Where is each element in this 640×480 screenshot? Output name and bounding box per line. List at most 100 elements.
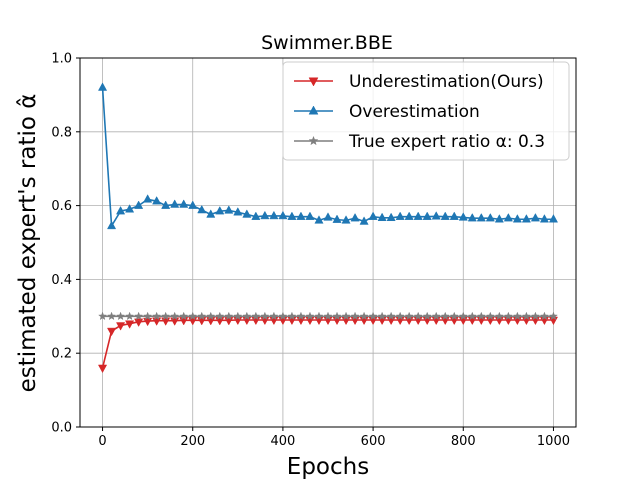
data-point: [305, 211, 315, 220]
data-point: [368, 311, 378, 321]
data-point: [440, 211, 450, 220]
data-point: [350, 311, 360, 321]
data-point: [152, 196, 162, 205]
legend-marker: [308, 105, 319, 115]
y-axis-label: estimated expert's ratio α̂: [15, 94, 41, 393]
x-tick-label: 200: [180, 434, 205, 449]
data-point: [449, 311, 459, 321]
data-point: [332, 214, 342, 223]
data-point: [449, 211, 459, 220]
data-point: [197, 311, 207, 321]
data-point: [485, 311, 495, 321]
data-point: [476, 213, 486, 222]
data-point: [152, 311, 162, 321]
chart-title: Swimmer.BBE: [261, 32, 393, 54]
data-point: [125, 311, 135, 321]
data-point: [179, 311, 189, 321]
legend-marker: [308, 135, 319, 146]
data-point: [359, 216, 369, 225]
data-point: [341, 311, 351, 321]
data-point: [512, 214, 522, 223]
data-point: [161, 317, 171, 326]
data-point: [422, 311, 432, 321]
data-point: [548, 311, 558, 321]
data-point: [251, 311, 261, 321]
data-point: [323, 212, 333, 221]
data-point: [341, 215, 351, 224]
x-tick-label: 600: [361, 434, 386, 449]
y-tick-label: 0.6: [51, 199, 72, 214]
data-point: [260, 311, 270, 321]
data-point: [386, 311, 396, 321]
data-point: [386, 212, 396, 222]
data-point: [215, 206, 225, 215]
data-point: [134, 318, 144, 327]
data-point: [188, 311, 198, 321]
data-point: [269, 210, 279, 220]
data-point: [170, 311, 180, 321]
data-point: [197, 204, 207, 214]
data-point: [404, 211, 414, 220]
data-point: [323, 311, 333, 321]
data-point: [161, 200, 171, 209]
data-point: [377, 311, 387, 321]
data-point: [548, 214, 559, 223]
plot-series: [97, 82, 559, 374]
data-point: [197, 317, 207, 326]
data-point: [494, 214, 504, 223]
data-point: [188, 317, 198, 326]
x-tick-label: 1000: [537, 434, 570, 449]
data-point: [467, 311, 477, 321]
data-point: [476, 311, 486, 321]
data-point: [296, 211, 306, 220]
data-point: [359, 311, 369, 321]
x-axis-label: Epochs: [287, 454, 369, 480]
legend: Underestimation(Ours) Overestimation True …: [282, 61, 570, 161]
data-point: [422, 211, 432, 220]
data-point: [431, 211, 441, 220]
data-point: [377, 212, 387, 222]
data-point: [440, 311, 450, 321]
data-point: [242, 209, 252, 218]
data-point: [314, 215, 324, 224]
data-point: [233, 207, 243, 216]
data-point: [287, 311, 297, 321]
data-point: [503, 311, 513, 321]
data-point: [134, 311, 144, 321]
series-1: [97, 316, 559, 374]
data-point: [269, 311, 279, 321]
y-tick-label: 1.0: [51, 52, 72, 67]
y-tick-label: 0.0: [51, 421, 72, 436]
data-point: [143, 194, 153, 203]
y-tick-label: 0.2: [51, 347, 72, 362]
data-point: [368, 211, 378, 220]
data-point: [305, 311, 315, 321]
data-point: [224, 317, 234, 326]
data-point: [539, 311, 549, 321]
data-point: [431, 311, 441, 321]
data-point: [107, 327, 117, 337]
x-tick-label: 800: [451, 434, 476, 449]
data-point: [413, 211, 423, 220]
data-point: [458, 311, 468, 321]
legend-marker: [308, 77, 319, 87]
data-point: [521, 214, 531, 223]
legend-label: True expert ratio α: 0.3: [348, 132, 545, 152]
series-3: [98, 311, 558, 321]
data-point: [143, 311, 153, 321]
y-tick-label: 0.4: [51, 273, 72, 288]
data-point: [296, 311, 306, 321]
x-tick-label: 400: [270, 434, 295, 449]
data-point: [116, 311, 126, 321]
data-point: [215, 317, 225, 326]
data-point: [188, 200, 198, 209]
data-point: [521, 311, 531, 321]
y-tick-label: 0.8: [51, 125, 72, 140]
x-tick-label: 0: [98, 434, 106, 449]
data-point: [395, 211, 405, 220]
data-point: [224, 311, 234, 321]
axis-ticks: 0 200 400 600 800 1000 0.0 0.2 0.4 0.6 0.8 1.0: [51, 52, 570, 450]
data-point: [539, 214, 549, 223]
legend-label: Overestimation: [349, 102, 480, 122]
